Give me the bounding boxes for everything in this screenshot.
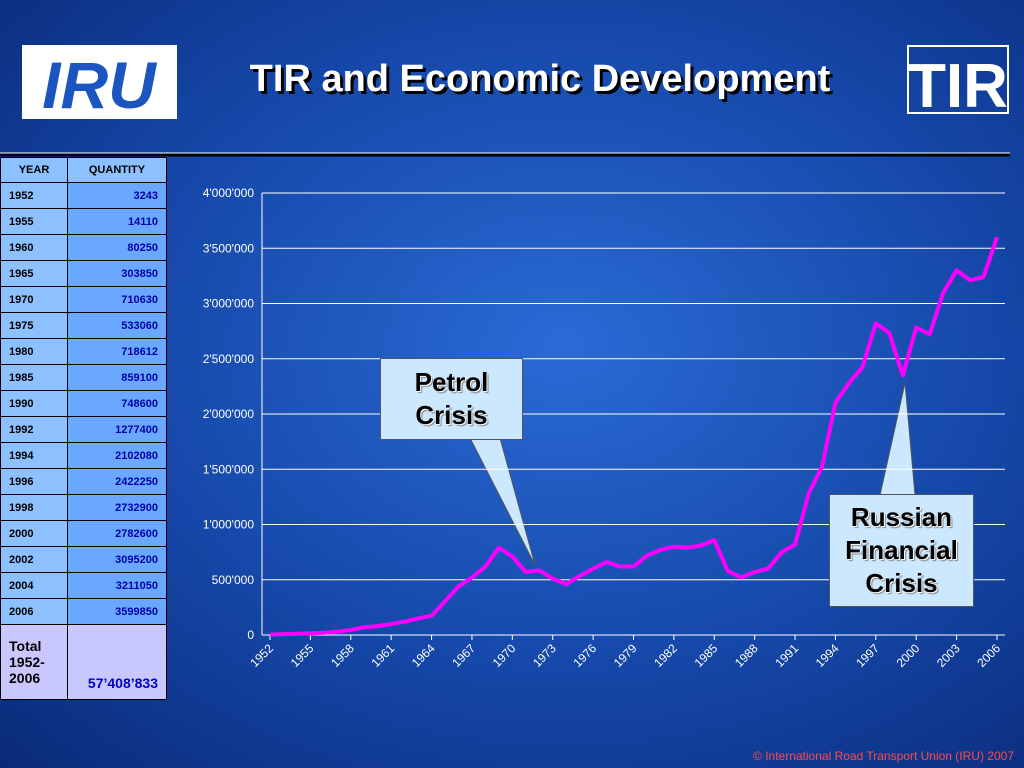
table-cell: 14110 xyxy=(67,208,167,235)
table-row: 2004 3211050 xyxy=(0,572,167,599)
title: TIR and Economic Development xyxy=(249,58,831,100)
table-row: 2002 3095200 xyxy=(0,546,167,573)
table-cell: 1960 xyxy=(0,234,68,261)
x-tick-label: 1976 xyxy=(570,641,599,670)
y-tick-label: 3'000'000 xyxy=(203,297,255,311)
table-cell: 3243 xyxy=(67,182,167,209)
table-cell: 303850 xyxy=(67,260,167,287)
table-row: 1998 2732900 xyxy=(0,494,167,521)
y-tick-label: 4'000'000 xyxy=(203,186,255,200)
x-tick-label: 1991 xyxy=(772,641,801,670)
x-tick-label: 1964 xyxy=(409,641,438,670)
table-cell: 1970 xyxy=(0,286,68,313)
table-row: 1992 1277400 xyxy=(0,416,167,443)
logo-right-box xyxy=(907,45,1009,114)
table-row: 1960 80250 xyxy=(0,234,167,261)
annotation: Petrol Crisis xyxy=(380,358,523,440)
table-row: 2000 2782600 xyxy=(0,520,167,547)
table-row: 2006 3599850 xyxy=(0,598,167,625)
x-tick-label: 2003 xyxy=(934,641,963,670)
x-tick-label: 1952 xyxy=(247,641,276,670)
table-cell: 748600 xyxy=(67,390,167,417)
x-tick-label: 1970 xyxy=(490,641,519,670)
callout-pointer xyxy=(469,437,536,566)
x-tick-label: 1997 xyxy=(853,641,882,670)
table-cell: 2006 xyxy=(0,598,68,625)
x-tick-label: 1967 xyxy=(449,641,478,670)
y-tick-label: 2'000'000 xyxy=(203,407,255,421)
table-cell: 2422250 xyxy=(67,468,167,495)
table-cell: 1952 xyxy=(0,182,68,209)
x-tick-label: 1961 xyxy=(369,641,398,670)
x-tick-label: 1973 xyxy=(530,641,559,670)
table-cell: 1998 xyxy=(0,494,68,521)
table-cell: 1990 xyxy=(0,390,68,417)
table-cell: 3211050 xyxy=(67,572,167,599)
table-row: 1952 3243 xyxy=(0,182,167,209)
table-cell: 1975 xyxy=(0,312,68,339)
logo-left-box xyxy=(22,45,177,119)
table-cell: 1980 xyxy=(0,338,68,365)
table-cell: 1992 xyxy=(0,416,68,443)
table-cell: 533060 xyxy=(67,312,167,339)
table-cell: 1985 xyxy=(0,364,68,391)
y-tick-label: 1'000'000 xyxy=(203,518,255,532)
y-tick-label: 3'500'000 xyxy=(203,241,255,255)
x-tick-label: 2006 xyxy=(974,641,1003,670)
table-row: 1994 2102080 xyxy=(0,442,167,469)
table-row: 1955 14110 xyxy=(0,208,167,235)
y-tick-label: 0 xyxy=(247,628,254,642)
table-row: 1970 710630 xyxy=(0,286,167,313)
logo-left: IRU xyxy=(42,48,158,122)
x-tick-label: 2000 xyxy=(894,641,923,670)
data-table: YEAR QUANTITY 1952 3243 1955 14110 1960 80250 19… xyxy=(0,157,167,700)
x-tick-label: 1982 xyxy=(651,641,680,670)
callout-pointer xyxy=(879,382,916,496)
table-cell: 1996 xyxy=(0,468,68,495)
table-cell: 3095200 xyxy=(67,546,167,573)
table-row: YEAR QUANTITY xyxy=(0,157,167,183)
table-cell: 57’408’833 xyxy=(67,624,167,700)
logo-right: TIR xyxy=(908,52,1008,121)
x-tick-label: 1955 xyxy=(288,641,317,670)
table-cell: 859100 xyxy=(67,364,167,391)
x-tick-label: 1985 xyxy=(692,641,721,670)
table-cell: 2732900 xyxy=(67,494,167,521)
table-cell: 80250 xyxy=(67,234,167,261)
table-cell: 3599850 xyxy=(67,598,167,625)
table-cell: QUANTITY xyxy=(67,157,167,183)
table-cell: 718612 xyxy=(67,338,167,365)
x-tick-label: 1988 xyxy=(732,641,761,670)
table-cell: 1277400 xyxy=(67,416,167,443)
table-row: 1975 533060 xyxy=(0,312,167,339)
x-tick-label: 1958 xyxy=(328,641,357,670)
footer: © International Road Transport Union (IR… xyxy=(753,749,1014,763)
y-tick-label: 500'000 xyxy=(212,573,255,587)
data-line xyxy=(269,236,999,637)
table-cell: 1955 xyxy=(0,208,68,235)
table-cell: 1965 xyxy=(0,260,68,287)
table-cell: 2000 xyxy=(0,520,68,547)
table-cell: 710630 xyxy=(67,286,167,313)
table-cell: 2102080 xyxy=(67,442,167,469)
table-row: Total 1952-2006 57’408’833 xyxy=(0,624,167,700)
table-cell: YEAR xyxy=(0,157,68,183)
table-cell: 2782600 xyxy=(67,520,167,547)
table-row: 1996 2422250 xyxy=(0,468,167,495)
table-cell: 1994 xyxy=(0,442,68,469)
table-row: 1990 748600 xyxy=(0,390,167,417)
annotation: Russian Financial Crisis xyxy=(829,494,974,607)
y-tick-label: 1'500'000 xyxy=(203,462,255,476)
table-row: 1980 718612 xyxy=(0,338,167,365)
table-row: 1965 303850 xyxy=(0,260,167,287)
table-cell: 2004 xyxy=(0,572,68,599)
x-tick-label: 1979 xyxy=(611,641,640,670)
table-cell: 2002 xyxy=(0,546,68,573)
table-cell: Total 1952-2006 xyxy=(0,624,68,700)
x-tick-label: 1994 xyxy=(813,641,842,670)
y-tick-label: 2'500'000 xyxy=(203,352,255,366)
table-row: 1985 859100 xyxy=(0,364,167,391)
